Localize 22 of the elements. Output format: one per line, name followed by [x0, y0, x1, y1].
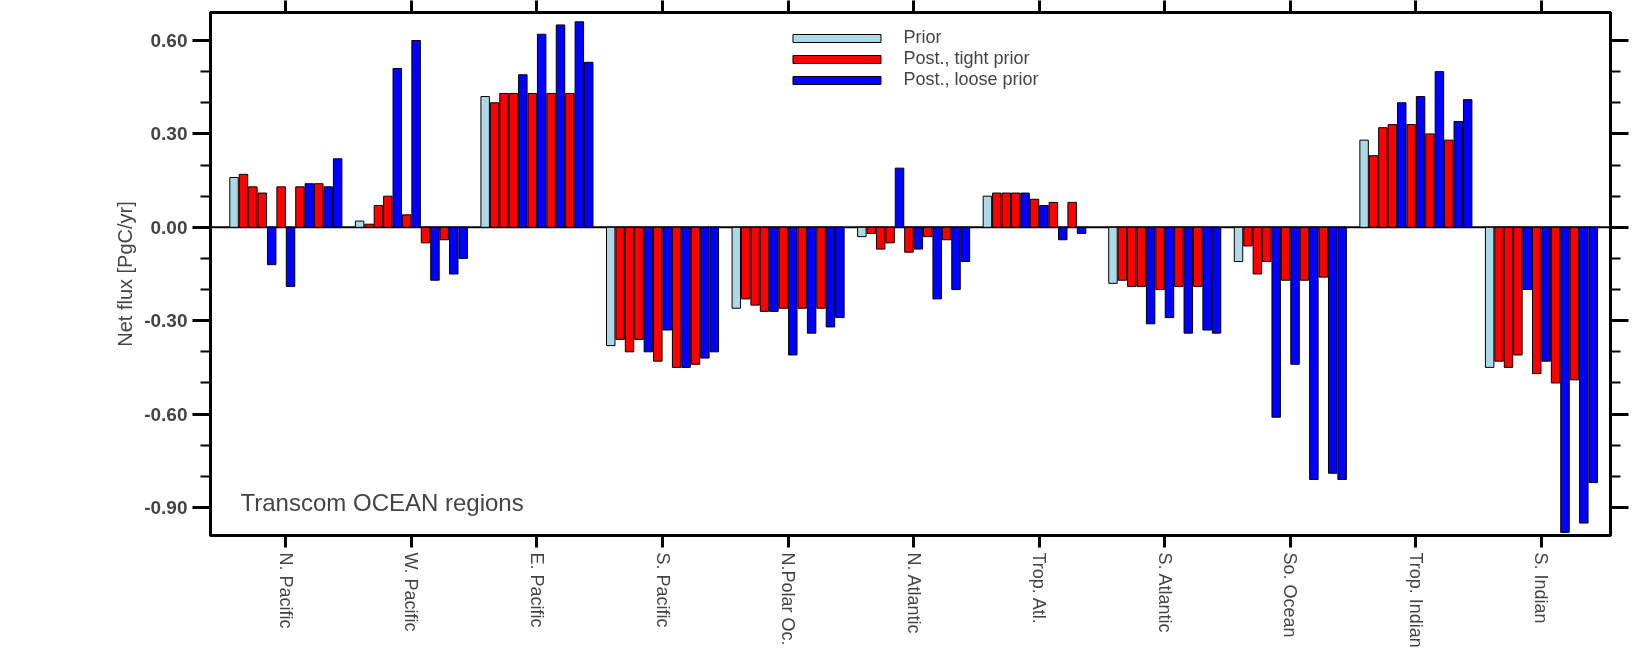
- y-axis-title: Net flux [PgC/yr]: [114, 201, 137, 347]
- legend-label: Post., loose prior: [903, 69, 1039, 90]
- legend-label: Post., tight prior: [903, 48, 1030, 69]
- x-tick-label: S. Pacific: [652, 552, 673, 628]
- x-tick-label: E. Pacific: [526, 552, 547, 628]
- y-tick-label: -0.60: [144, 403, 188, 425]
- x-tick-label: N. Atlantic: [903, 552, 924, 634]
- x-tick-label: N. Pacific: [275, 552, 296, 629]
- y-tick-label: -0.90: [144, 496, 188, 518]
- annotation: Transcom OCEAN regions: [240, 488, 524, 516]
- x-tick-label: So. Ocean: [1280, 552, 1301, 638]
- y-tick-label: 0.00: [150, 216, 188, 238]
- y-tick-label: -0.30: [144, 310, 188, 332]
- x-tick-label: Trop. Indian: [1405, 552, 1426, 648]
- x-tick-label: S. Indian: [1531, 552, 1552, 624]
- x-tick-label: S. Atlantic: [1154, 552, 1175, 633]
- y-tick-label: 0.60: [150, 30, 188, 52]
- x-tick-label: N.Polar Oc.: [778, 552, 799, 646]
- x-tick-label: W. Pacific: [401, 552, 422, 632]
- y-tick-label: 0.30: [150, 123, 188, 145]
- x-tick-label: Trop. Atl.: [1029, 552, 1050, 624]
- legend-label: Prior: [903, 27, 942, 48]
